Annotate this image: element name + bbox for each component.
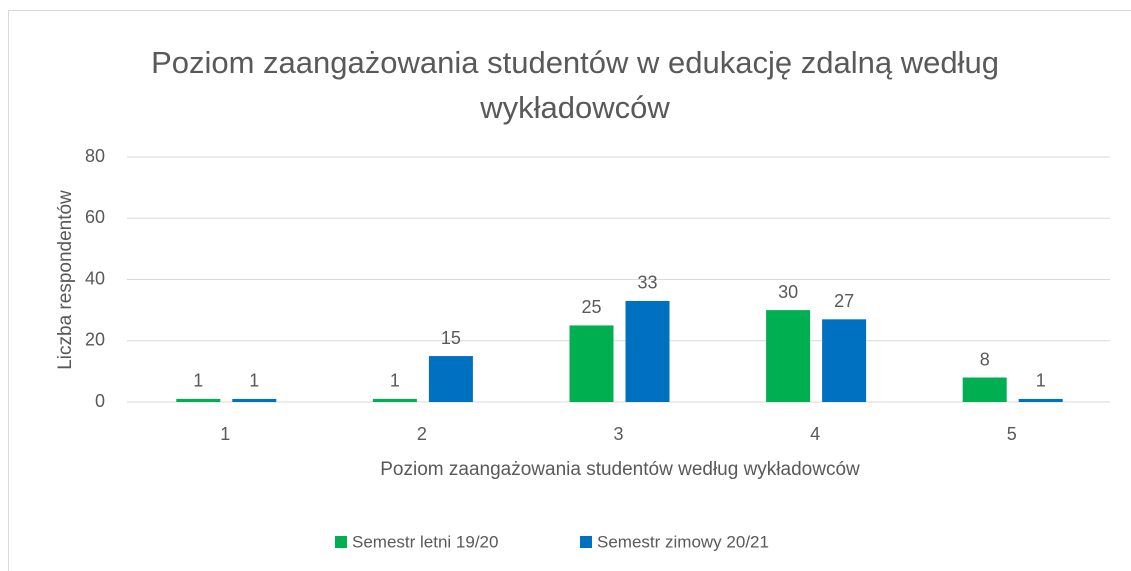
bar	[822, 319, 867, 402]
legend-label: Semestr letni 19/20	[352, 532, 498, 551]
data-label: 8	[980, 349, 990, 369]
bar	[569, 325, 614, 402]
legend-swatch	[335, 536, 347, 548]
bar	[372, 398, 417, 402]
legend-label: Semestr zimowy 20/21	[597, 532, 769, 551]
bar	[232, 398, 277, 402]
bar	[962, 377, 1007, 402]
x-tick-label: 2	[417, 424, 427, 444]
chart-title: Poziom zaangażowania studentów w edukacj…	[151, 45, 999, 125]
data-label: 1	[249, 371, 259, 391]
x-tick-label: 4	[810, 424, 820, 444]
bar	[428, 356, 473, 402]
x-tick-label: 5	[1007, 424, 1017, 444]
y-axis-label: Liczba respondentów	[55, 190, 76, 370]
bar	[766, 310, 811, 402]
y-tick-label: 60	[85, 207, 105, 227]
data-label: 27	[834, 291, 854, 311]
x-tick-label: 3	[613, 424, 623, 444]
x-tick-label: 1	[220, 424, 230, 444]
x-axis-label: Poziom zaangażowania studentów według wy…	[380, 459, 860, 480]
data-label: 25	[581, 297, 601, 317]
data-label: 1	[1036, 371, 1046, 391]
data-label: 33	[637, 273, 657, 293]
data-label: 1	[390, 371, 400, 391]
bar	[625, 300, 670, 402]
chart-border	[8, 10, 1131, 571]
bar	[1018, 398, 1063, 402]
data-label: 15	[441, 328, 461, 348]
data-label: 1	[193, 371, 203, 391]
y-tick-label: 80	[85, 146, 105, 166]
y-tick-label: 0	[95, 391, 105, 411]
y-tick-label: 40	[85, 268, 105, 288]
data-label: 30	[778, 282, 798, 302]
y-tick-label: 20	[85, 330, 105, 350]
legend-swatch	[580, 536, 592, 548]
bar	[176, 398, 221, 402]
